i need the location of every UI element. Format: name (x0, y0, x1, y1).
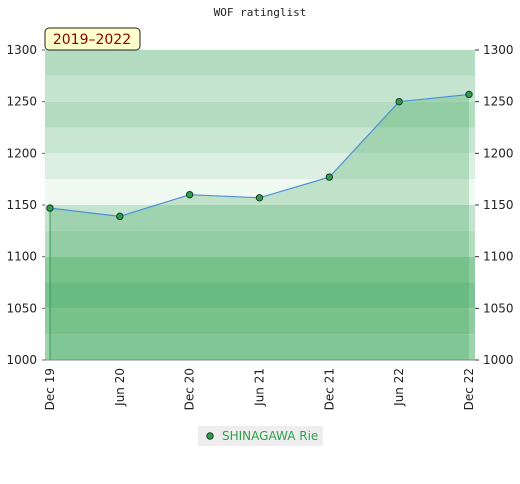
point (255, 194, 264, 202)
y2-tick-label: 1300 (483, 43, 514, 57)
background-band (45, 75, 475, 102)
point (395, 97, 403, 106)
plot-area (45, 50, 475, 360)
background-band (45, 230, 475, 257)
x-tick-label: Jun 21 (253, 368, 267, 407)
x-tick-label: Dec 21 (322, 368, 336, 410)
background-band (45, 127, 475, 154)
y-tick-label: 1150 (6, 198, 37, 212)
y-tick-label: 1050 (6, 301, 37, 315)
point (116, 212, 124, 221)
y-tick-label: 1300 (6, 43, 37, 57)
legend-marker (206, 432, 214, 440)
y-tick-label: 1200 (6, 146, 37, 160)
area (50, 94, 469, 360)
background-band (45, 282, 475, 309)
annotation-box (44, 27, 141, 51)
x-tick-label: Dec 20 (183, 368, 197, 410)
y2-tick-label: 1250 (483, 95, 514, 109)
x-tick-label: Jun 20 (113, 368, 127, 407)
annotation: 2019–2022 (53, 32, 131, 48)
x-tick-label: Dec 22 (462, 368, 476, 410)
y2-tick-label: 1100 (483, 250, 514, 264)
x-tick-label: Dec 19 (43, 368, 57, 410)
legend-label: SHINAGAWA Rie (222, 429, 318, 443)
point (185, 190, 194, 199)
background-band (45, 101, 475, 128)
point (325, 173, 334, 181)
background-band (45, 50, 475, 76)
background-band (45, 256, 475, 283)
background-band (45, 334, 475, 360)
y2-tick-label: 1150 (483, 198, 514, 212)
chart-title: WOF ratinglist (214, 6, 307, 19)
point (465, 90, 473, 99)
legend (198, 426, 323, 446)
background-band (45, 308, 475, 335)
y-tick-label: 1100 (6, 250, 37, 264)
y2-tick-label: 1050 (483, 301, 514, 315)
background-band (45, 153, 475, 180)
y-tick-label: 1250 (6, 95, 37, 109)
x-tick-label: Jun 22 (392, 368, 406, 407)
y2-tick-label: 1000 (483, 353, 514, 367)
y-tick-label: 1000 (6, 353, 37, 367)
point (46, 204, 54, 212)
y2-tick-label: 1200 (483, 146, 514, 160)
